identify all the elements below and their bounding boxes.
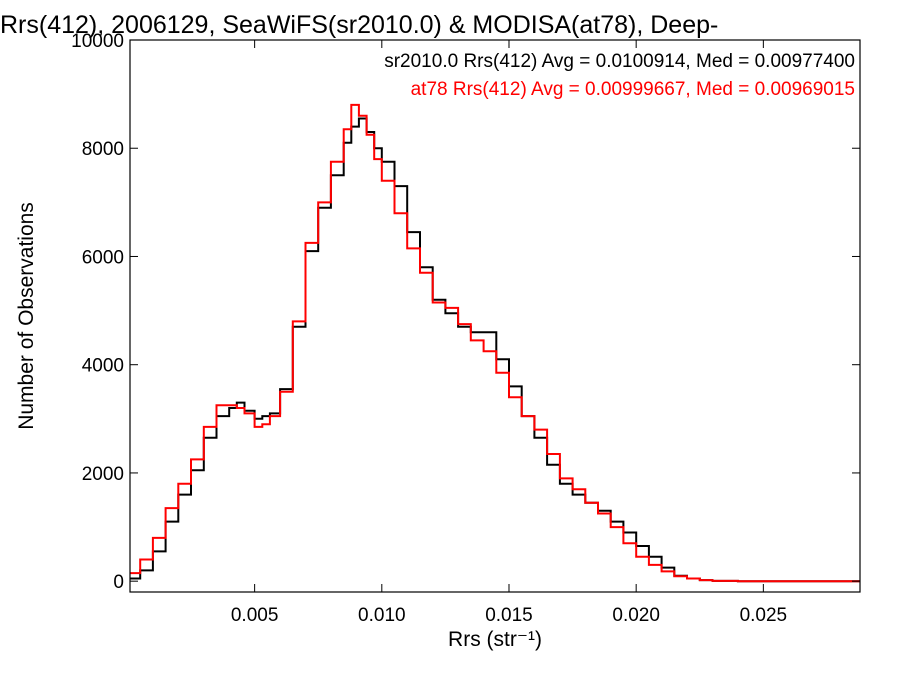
x-axis-label: Rrs (str⁻¹) bbox=[448, 628, 542, 651]
y-tick-label: 4000 bbox=[82, 356, 124, 377]
plot-frame bbox=[129, 39, 861, 593]
y-axis-ticks: 0 2000 4000 6000 8000 10000 bbox=[71, 31, 860, 593]
y-tick-label: 8000 bbox=[82, 139, 124, 160]
y-tick-label: 6000 bbox=[82, 247, 124, 268]
x-tick-label: 0.015 bbox=[485, 605, 533, 626]
legend-entry-at78: at78 Rrs(412) Avg = 0.00999667, Med = 0.… bbox=[411, 79, 855, 100]
y-tick-label: 10000 bbox=[71, 31, 124, 52]
x-tick-label: 0.025 bbox=[740, 605, 788, 626]
x-tick-label: 0.020 bbox=[612, 605, 660, 626]
series-layer bbox=[130, 103, 860, 583]
x-tick-label: 0.005 bbox=[231, 605, 279, 626]
y-axis-label: Number of Observations bbox=[15, 202, 38, 430]
y-tick-label: 2000 bbox=[82, 464, 124, 485]
y-tick-label: 0 bbox=[113, 572, 124, 593]
x-axis-ticks: 0.005 0.010 0.015 0.020 0.025 bbox=[231, 40, 787, 626]
x-tick-label: 0.010 bbox=[358, 605, 406, 626]
chart-title: Rrs(412), 2006129, SeaWiFS(sr2010.0) & M… bbox=[0, 11, 718, 39]
series-line-0 bbox=[130, 117, 860, 583]
series-line-1 bbox=[130, 103, 860, 583]
legend-entry-sr2010: sr2010.0 Rrs(412) Avg = 0.0100914, Med =… bbox=[384, 51, 855, 72]
